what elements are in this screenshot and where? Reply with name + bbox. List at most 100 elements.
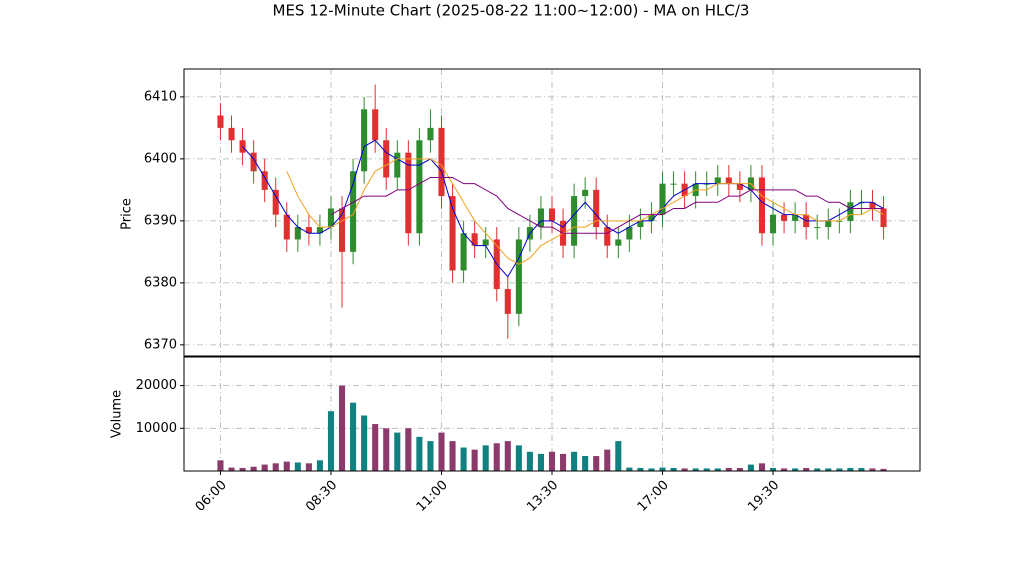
y-tick-label: 6370 bbox=[144, 337, 177, 352]
candle-body bbox=[847, 202, 854, 221]
candle-body bbox=[769, 214, 777, 234]
volume-bar bbox=[769, 468, 777, 471]
candle-body bbox=[372, 109, 379, 141]
candle-body bbox=[239, 140, 246, 153]
volume-bar bbox=[571, 451, 578, 471]
candle-body bbox=[305, 227, 312, 234]
candle-body bbox=[604, 227, 611, 246]
candle-body bbox=[626, 227, 633, 240]
volume-bar bbox=[736, 468, 743, 471]
volume-bar bbox=[626, 467, 633, 471]
volume-bar bbox=[250, 466, 257, 471]
volume-bar bbox=[637, 468, 644, 471]
volume-bar bbox=[803, 468, 810, 471]
volume-bar bbox=[869, 468, 876, 471]
volume-bar bbox=[361, 415, 368, 471]
y-tick-label: 6390 bbox=[144, 213, 177, 228]
y-tick-label: 6410 bbox=[144, 89, 177, 104]
volume-bar bbox=[350, 402, 357, 471]
y-tick-label: 10000 bbox=[136, 421, 177, 436]
candle-body bbox=[670, 183, 677, 185]
volume-bar bbox=[327, 411, 335, 471]
candle-body bbox=[659, 183, 666, 215]
candle-body bbox=[758, 177, 766, 234]
volume-bar bbox=[814, 468, 821, 471]
volume-bar bbox=[493, 443, 500, 471]
candle-body bbox=[294, 227, 301, 240]
volume-bar bbox=[239, 468, 246, 471]
volume-bar bbox=[526, 451, 533, 471]
candle-body bbox=[427, 127, 434, 141]
candle-body bbox=[725, 177, 732, 184]
volume-bar bbox=[261, 464, 268, 471]
candle-body bbox=[582, 189, 589, 197]
candle-body bbox=[217, 115, 224, 128]
volume-bar bbox=[471, 449, 478, 471]
y-tick-label: 20000 bbox=[136, 378, 177, 393]
volume-bar bbox=[747, 464, 754, 471]
volume-bar bbox=[781, 468, 788, 471]
candle-body bbox=[615, 239, 622, 246]
volume-bar bbox=[548, 451, 556, 471]
candle-body bbox=[880, 208, 887, 228]
volume-bar bbox=[714, 468, 721, 471]
volume-axis-label: Volume bbox=[110, 390, 125, 438]
candle-body bbox=[316, 227, 323, 234]
y-tick-label: 6400 bbox=[144, 151, 177, 166]
volume-panel-frame bbox=[183, 356, 921, 472]
volume-bar bbox=[703, 468, 710, 471]
x-tick-label: 08:30 bbox=[303, 478, 340, 515]
y-tick-label: 6380 bbox=[144, 275, 177, 290]
volume-bar bbox=[405, 428, 412, 471]
volume-bar bbox=[615, 441, 622, 471]
x-tick-label: 11:00 bbox=[414, 478, 451, 515]
candle-body bbox=[471, 233, 478, 246]
volume-bar bbox=[792, 468, 799, 471]
candle-body bbox=[394, 152, 401, 178]
volume-bar bbox=[560, 453, 567, 471]
volume-bar bbox=[604, 449, 611, 471]
volume-bar bbox=[305, 463, 312, 471]
volume-bar bbox=[582, 456, 589, 471]
candle-body bbox=[548, 208, 556, 221]
candle-body bbox=[438, 127, 445, 197]
candle-body bbox=[714, 177, 721, 184]
candle-body bbox=[537, 208, 544, 228]
volume-bar bbox=[217, 460, 224, 471]
volume-bar bbox=[847, 468, 854, 471]
volume-bar bbox=[504, 441, 511, 471]
volume-bar bbox=[482, 445, 489, 471]
volume-bar bbox=[383, 428, 390, 471]
candle-body bbox=[814, 227, 821, 229]
moving-average-line bbox=[330, 176, 884, 234]
x-tick-label: 13:30 bbox=[524, 478, 561, 515]
candle-body bbox=[405, 152, 412, 234]
y-axis-label: Price bbox=[120, 198, 135, 230]
volume-bar bbox=[692, 468, 699, 471]
candle-body bbox=[504, 289, 511, 314]
volume-bar bbox=[427, 441, 434, 471]
volume-bar bbox=[283, 461, 290, 471]
volume-bar bbox=[758, 463, 766, 471]
volume-bar bbox=[593, 456, 600, 471]
candle-body bbox=[593, 189, 600, 228]
moving-average-line bbox=[286, 158, 884, 265]
volume-bar bbox=[725, 468, 732, 471]
candle-body bbox=[361, 109, 368, 172]
candle-body bbox=[250, 152, 257, 172]
candle-body bbox=[228, 127, 235, 141]
x-tick-label: 19:30 bbox=[745, 478, 782, 515]
volume-bar bbox=[537, 453, 544, 471]
candle-body bbox=[350, 171, 357, 252]
volume-bar bbox=[836, 468, 843, 471]
volume-bar bbox=[880, 468, 887, 471]
candle-body bbox=[515, 239, 522, 314]
volume-bar bbox=[460, 447, 467, 471]
price-panel-frame bbox=[183, 68, 921, 357]
candle-body bbox=[825, 220, 832, 228]
volume-bar bbox=[372, 424, 379, 471]
candle-body bbox=[272, 189, 279, 215]
candle-body bbox=[449, 196, 456, 271]
candle-body bbox=[283, 214, 290, 240]
